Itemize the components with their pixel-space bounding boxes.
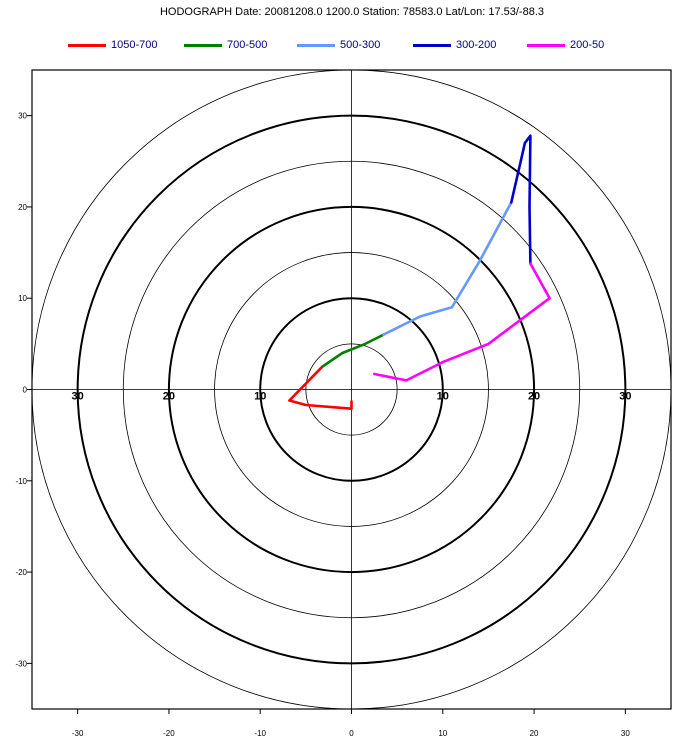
legend-label-300-200: 300-200 bbox=[456, 39, 497, 51]
series-line-200-50 bbox=[372, 262, 551, 382]
ring-label: 10 bbox=[437, 391, 449, 403]
series-line-700-500 bbox=[320, 333, 385, 369]
y-tick-label: 20 bbox=[18, 203, 27, 212]
legend-label-500-300: 500-300 bbox=[340, 39, 381, 51]
x-tick-label: 20 bbox=[530, 729, 539, 738]
y-tick-label: 0 bbox=[23, 386, 28, 395]
y-tick-label: -10 bbox=[15, 477, 27, 486]
x-tick-label: 30 bbox=[621, 729, 630, 738]
y-tick-label: 30 bbox=[18, 112, 27, 121]
legend-swatch-500-300 bbox=[297, 43, 335, 47]
ring-label: 10 bbox=[254, 391, 266, 403]
y-tick-label: -30 bbox=[15, 659, 27, 668]
legend-item-200-50: 200-50 bbox=[527, 37, 604, 53]
x-tick-label: 0 bbox=[349, 729, 354, 738]
ring-label: 20 bbox=[163, 391, 175, 403]
ring-label: 30 bbox=[72, 391, 84, 403]
x-tick-label: -30 bbox=[72, 729, 84, 738]
series-line-1050-700 bbox=[288, 365, 353, 411]
y-tick-label: 10 bbox=[18, 294, 27, 303]
x-tick-label: -10 bbox=[254, 729, 266, 738]
legend-item-500-300: 500-300 bbox=[297, 37, 380, 53]
legend-item-700-500: 700-500 bbox=[184, 37, 267, 53]
ring-label: 20 bbox=[528, 391, 540, 403]
legend-swatch-1050-700 bbox=[68, 43, 106, 47]
legend-label-700-500: 700-500 bbox=[227, 39, 268, 51]
series-line-500-300 bbox=[382, 201, 513, 337]
legend-label-1050-700: 1050-700 bbox=[111, 39, 158, 51]
x-tick-label: -20 bbox=[163, 729, 175, 738]
chart-title: HODOGRAPH Date: 20081208.0 1200.0 Statio… bbox=[159, 6, 545, 18]
series-line-300-200 bbox=[509, 134, 532, 265]
y-tick-label: -20 bbox=[15, 568, 27, 577]
legend-item-300-200: 300-200 bbox=[413, 37, 496, 53]
legend-swatch-200-50 bbox=[527, 43, 565, 47]
legend-swatch-700-500 bbox=[184, 43, 222, 47]
legend-swatch-300-200 bbox=[413, 43, 451, 47]
ring-label: 30 bbox=[619, 391, 631, 403]
legend: 1050-700 700-500 500-300 300-200 200-50 bbox=[0, 37, 681, 53]
legend-item-1050-700: 1050-700 bbox=[68, 37, 158, 53]
x-tick-label: 10 bbox=[438, 729, 447, 738]
legend-label-200-50: 200-50 bbox=[570, 39, 605, 51]
